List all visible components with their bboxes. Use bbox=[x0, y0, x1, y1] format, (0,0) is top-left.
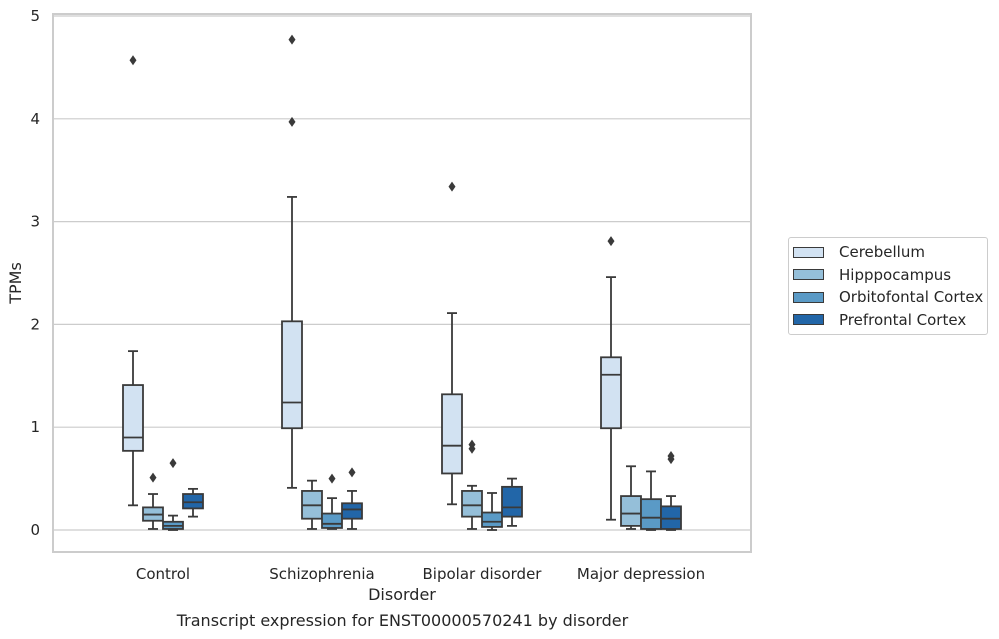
y-axis-label: TPMs bbox=[6, 262, 25, 305]
chart-caption: Transcript expression for ENST0000057024… bbox=[176, 611, 629, 630]
box bbox=[501, 485, 523, 518]
x-tick-label: Bipolar disorder bbox=[423, 565, 543, 583]
legend: Cerebellum Hipppocampus Orbitofontal Corte… bbox=[788, 237, 988, 335]
legend-label: Hipppocampus bbox=[839, 265, 952, 284]
outlier-point bbox=[448, 181, 456, 192]
legend-swatch bbox=[793, 246, 824, 258]
outlier-point bbox=[348, 467, 356, 478]
x-axis-ticks: Control Schizophrenia Bipolar disorder Majo… bbox=[136, 565, 705, 583]
box bbox=[441, 393, 463, 475]
x-tick-label: Control bbox=[136, 565, 190, 583]
box bbox=[600, 356, 622, 430]
box bbox=[620, 495, 642, 527]
box bbox=[461, 490, 483, 518]
x-tick-label: Major depression bbox=[577, 565, 705, 583]
legend-item: Hipppocampus bbox=[789, 264, 987, 287]
y-axis-ticks: 0 1 2 3 4 5 bbox=[30, 7, 40, 539]
outlier-point bbox=[667, 450, 675, 461]
y-tick-label: 1 bbox=[30, 418, 40, 436]
x-axis-label: Disorder bbox=[368, 585, 436, 604]
legend-item: Prefrontal Cortex bbox=[789, 309, 987, 332]
y-tick-label: 0 bbox=[30, 521, 40, 539]
y-tick-label: 2 bbox=[30, 315, 40, 333]
outlier-point bbox=[468, 439, 476, 450]
box bbox=[640, 498, 662, 530]
box-series bbox=[122, 34, 682, 531]
box bbox=[341, 502, 363, 520]
legend-swatch bbox=[793, 314, 824, 326]
outlier-point bbox=[288, 34, 296, 45]
legend-item: Cerebellum bbox=[789, 241, 987, 264]
y-tick-label: 4 bbox=[30, 110, 40, 128]
legend-label: Prefrontal Cortex bbox=[839, 310, 967, 329]
outlier-point bbox=[328, 473, 336, 484]
outlier-point bbox=[149, 472, 157, 483]
outlier-point bbox=[288, 116, 296, 127]
y-tick-label: 5 bbox=[30, 7, 40, 25]
legend-label: Orbitofontal Cortex bbox=[839, 288, 984, 307]
box bbox=[122, 384, 144, 452]
box bbox=[281, 320, 303, 430]
plot-area bbox=[52, 13, 752, 553]
box bbox=[660, 505, 682, 530]
outlier-point bbox=[607, 236, 615, 247]
y-tick-label: 3 bbox=[30, 213, 40, 231]
outlier-point bbox=[129, 55, 137, 66]
outlier-point bbox=[169, 458, 177, 469]
legend-swatch bbox=[793, 269, 824, 281]
x-tick-label: Schizophrenia bbox=[269, 565, 374, 583]
legend-item: Orbitofontal Cortex bbox=[789, 286, 987, 309]
box bbox=[481, 511, 503, 528]
box bbox=[182, 493, 204, 510]
legend-label: Cerebellum bbox=[839, 243, 925, 262]
legend-swatch bbox=[793, 291, 824, 303]
box bbox=[321, 512, 343, 529]
